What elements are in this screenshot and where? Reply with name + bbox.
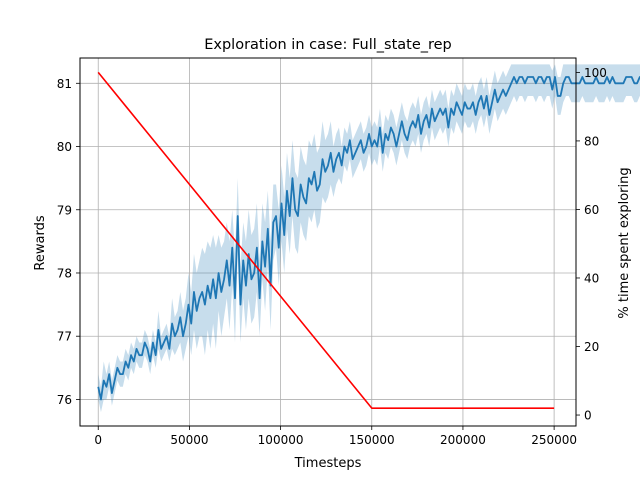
- y2-tick-label: 20: [584, 340, 599, 354]
- exploring-line: [97, 71, 555, 409]
- y-tick-label: 78: [57, 266, 72, 280]
- y-axis-label: Rewards: [33, 215, 48, 270]
- y2-tick-label: 80: [584, 134, 599, 148]
- chart-title: Exploration in case: Full_state_rep: [204, 37, 452, 53]
- y2-tick-label: 60: [584, 203, 599, 217]
- x-tick-label: 200000: [440, 433, 486, 447]
- series-lines: [97, 71, 640, 409]
- y2-tick-label: 40: [584, 271, 599, 285]
- x-tick-label: 100000: [258, 433, 304, 447]
- x-axis: 0 50000 100000 150000 200000 250000: [94, 426, 577, 447]
- y2-axis-label: % time spent exploring: [617, 167, 632, 318]
- x-tick-label: 0: [94, 433, 102, 447]
- y-axis-right: 0 20 40 60 80 100: [576, 66, 607, 423]
- x-axis-label: Timesteps: [294, 456, 362, 471]
- x-tick-label: 50000: [170, 433, 208, 447]
- grid: [80, 58, 576, 426]
- x-tick-label: 150000: [349, 433, 395, 447]
- plot-frame: [79, 57, 577, 427]
- y-tick-label: 81: [57, 77, 72, 91]
- y-axis-left: 76 77 78 79 80 81: [57, 77, 80, 407]
- y-tick-label: 76: [57, 393, 72, 407]
- y-tick-label: 80: [57, 140, 72, 154]
- rewards-line: [97, 76, 640, 401]
- y2-tick-label: 0: [584, 409, 592, 423]
- x-tick-label: 250000: [531, 433, 577, 447]
- y-tick-label: 77: [57, 330, 72, 344]
- y-tick-label: 79: [57, 203, 72, 217]
- y2-tick-label: 100: [584, 66, 607, 80]
